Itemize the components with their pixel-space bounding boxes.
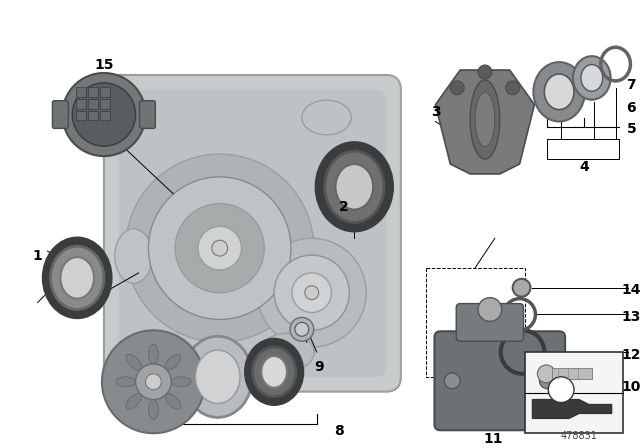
Ellipse shape <box>335 164 373 210</box>
Ellipse shape <box>115 229 152 283</box>
Ellipse shape <box>252 347 296 396</box>
Text: 11: 11 <box>483 432 502 446</box>
Text: 6: 6 <box>627 101 636 115</box>
Circle shape <box>538 365 556 383</box>
Ellipse shape <box>183 336 252 418</box>
Bar <box>100 111 110 121</box>
Circle shape <box>148 177 291 319</box>
Ellipse shape <box>60 257 94 299</box>
Circle shape <box>444 373 460 389</box>
Circle shape <box>198 226 241 270</box>
Bar <box>552 368 592 379</box>
Ellipse shape <box>246 340 302 404</box>
Text: 1: 1 <box>33 249 42 263</box>
Circle shape <box>548 377 574 403</box>
Ellipse shape <box>317 143 392 230</box>
Text: 10: 10 <box>621 380 640 394</box>
Circle shape <box>136 364 172 400</box>
Ellipse shape <box>581 65 603 91</box>
Bar <box>525 352 623 433</box>
Circle shape <box>305 286 319 300</box>
FancyBboxPatch shape <box>104 75 401 392</box>
Ellipse shape <box>260 333 314 371</box>
Bar <box>76 111 86 121</box>
Text: 13: 13 <box>621 310 640 324</box>
FancyBboxPatch shape <box>435 331 565 430</box>
Text: 478831: 478831 <box>561 431 597 441</box>
Circle shape <box>72 83 136 146</box>
Ellipse shape <box>544 74 574 110</box>
Text: 8: 8 <box>335 424 344 438</box>
Circle shape <box>478 65 492 79</box>
Ellipse shape <box>475 92 495 146</box>
Ellipse shape <box>302 100 351 135</box>
FancyBboxPatch shape <box>140 101 156 129</box>
Text: 9: 9 <box>314 360 323 374</box>
Text: 3: 3 <box>431 104 440 119</box>
Ellipse shape <box>44 238 111 318</box>
Circle shape <box>175 204 264 293</box>
Circle shape <box>292 273 332 313</box>
Bar <box>76 99 86 108</box>
Bar <box>88 99 98 108</box>
Bar <box>88 111 98 121</box>
Circle shape <box>62 73 145 156</box>
Ellipse shape <box>172 377 191 387</box>
Bar <box>76 87 86 97</box>
Text: 4: 4 <box>579 160 589 174</box>
Ellipse shape <box>126 393 141 409</box>
Text: 12: 12 <box>621 348 640 362</box>
Circle shape <box>274 255 349 330</box>
Ellipse shape <box>148 344 158 364</box>
Ellipse shape <box>165 393 181 409</box>
Text: 7: 7 <box>627 78 636 92</box>
Text: 15: 15 <box>94 58 114 72</box>
Circle shape <box>145 374 161 390</box>
Circle shape <box>513 279 531 297</box>
Text: 5: 5 <box>627 122 636 136</box>
Circle shape <box>478 297 502 321</box>
Ellipse shape <box>470 80 500 159</box>
Ellipse shape <box>573 56 611 100</box>
Circle shape <box>102 330 205 433</box>
Circle shape <box>125 154 314 342</box>
Ellipse shape <box>116 377 136 387</box>
FancyBboxPatch shape <box>52 101 68 129</box>
Ellipse shape <box>261 356 287 388</box>
Bar <box>88 87 98 97</box>
Ellipse shape <box>148 400 158 419</box>
Circle shape <box>540 373 556 389</box>
Bar <box>100 87 110 97</box>
Ellipse shape <box>165 354 181 370</box>
Polygon shape <box>435 70 534 174</box>
Circle shape <box>295 323 308 336</box>
Text: 2: 2 <box>339 200 348 214</box>
Circle shape <box>212 240 228 256</box>
Ellipse shape <box>533 62 585 121</box>
Text: 14: 14 <box>621 283 640 297</box>
Ellipse shape <box>195 350 240 404</box>
Ellipse shape <box>126 354 141 370</box>
Bar <box>100 99 110 108</box>
FancyBboxPatch shape <box>119 90 386 377</box>
Ellipse shape <box>324 151 384 222</box>
Circle shape <box>451 81 464 95</box>
Circle shape <box>506 81 520 95</box>
Ellipse shape <box>51 246 104 310</box>
Circle shape <box>257 238 366 347</box>
Circle shape <box>290 318 314 341</box>
Polygon shape <box>532 400 612 418</box>
FancyBboxPatch shape <box>456 304 524 341</box>
